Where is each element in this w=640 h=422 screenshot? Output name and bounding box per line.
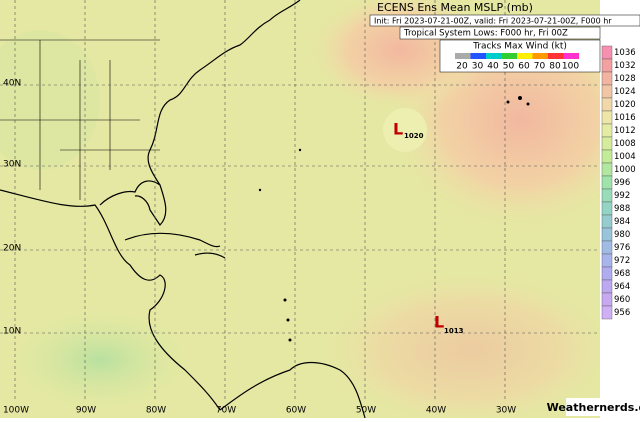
wind-swatch [486, 53, 502, 59]
colorbar-label: 1004 [614, 152, 636, 162]
pressure-low [0, 30, 100, 170]
colorbar-swatch [601, 71, 613, 86]
wind-label: 70 [534, 62, 546, 72]
colorbar-label: 1028 [614, 74, 636, 84]
colorbar-label: 1000 [614, 165, 636, 175]
wind-label: 80 [549, 62, 561, 72]
colorbar-label: 976 [614, 243, 630, 253]
colorbar-swatch [601, 84, 613, 99]
colorbar-swatch [601, 214, 613, 229]
colorbar-swatch [601, 279, 613, 294]
wind-label: 60 [518, 62, 530, 72]
colorbar-label: 956 [614, 308, 630, 318]
pressure-low [10, 310, 190, 410]
init-text: Init: Fri 2023-07-21-00Z, valid: Fri 202… [374, 17, 612, 26]
colorbar-swatch [601, 266, 613, 281]
credit-box [566, 398, 640, 416]
colorbar-swatch [601, 201, 613, 216]
colorbar-label: 1036 [614, 48, 636, 58]
wind-swatch [455, 53, 471, 59]
storm-label: 1013 [444, 327, 464, 335]
wind-swatch [470, 53, 486, 59]
lat-label: 40N [3, 79, 21, 89]
credit: Weathernerds.org [547, 401, 640, 414]
colorbar-swatch [601, 136, 613, 151]
colorbar-swatch [601, 175, 613, 190]
colorbar-label: 1012 [614, 126, 636, 136]
colorbar-label: 1020 [614, 100, 636, 110]
colorbar-label: 968 [614, 269, 630, 279]
lon-label: 90W [76, 406, 96, 416]
wind-swatch [563, 53, 579, 59]
storm-symbol: L [393, 120, 403, 139]
wind-label: 100 [562, 62, 579, 72]
lat-label: 30N [3, 160, 21, 170]
colorbar-label: 996 [614, 178, 630, 188]
lon-label: 70W [216, 406, 236, 416]
colorbar-swatch [601, 58, 613, 73]
lon-label: 40W [426, 406, 446, 416]
lows-box [399, 26, 601, 40]
colorbar-swatch [601, 292, 613, 307]
wind-swatch [501, 53, 517, 59]
wind-swatch [532, 53, 548, 59]
wind-label: 40 [487, 62, 499, 72]
lows-text: Tropical System Lows: F000 hr, Fri 00Z [403, 29, 568, 39]
colorbar-swatch [601, 240, 613, 255]
colorbar-label: 1024 [614, 87, 636, 97]
colorbar-label: 1032 [614, 61, 636, 71]
colorbar-label: 1016 [614, 113, 636, 123]
pressure-high [320, 270, 620, 422]
colorbar-label: 988 [614, 204, 630, 214]
lat-label: 20N [3, 244, 21, 254]
wind-swatch [517, 53, 533, 59]
colorbar-swatch [601, 253, 613, 268]
title: ECENS Ens Mean MSLP (mb) [377, 1, 533, 14]
colorbar-label: 960 [614, 295, 630, 305]
islands [258, 96, 530, 342]
colorbar-label: 964 [614, 282, 630, 292]
lon-label: 60W [286, 406, 306, 416]
legend-title: Tracks Max Wind (kt) [472, 42, 567, 52]
init-box [369, 14, 640, 27]
colorbar-label: 992 [614, 191, 630, 201]
colorbar-label: 1008 [614, 139, 636, 149]
wind-swatch [548, 53, 564, 59]
colorbar-label: 984 [614, 217, 630, 227]
colorbar-swatch [601, 149, 613, 164]
lat-label: 10N [3, 327, 21, 337]
borders [0, 39, 160, 200]
colorbar-swatch [601, 123, 613, 138]
storm-symbol: L [434, 313, 444, 332]
lon-label: 100W [3, 406, 29, 416]
colorbar-swatch [601, 188, 613, 203]
pressure-low [383, 108, 427, 152]
wind-label: 30 [472, 62, 484, 72]
colorbar-swatch [601, 305, 613, 320]
lon-label: 80W [146, 406, 166, 416]
colorbar-label: 980 [614, 230, 630, 240]
wind-label: 20 [456, 62, 468, 72]
colorbar-swatch [601, 110, 613, 125]
colorbar-swatch [601, 45, 613, 60]
colorbar-swatch [601, 97, 613, 112]
lon-label: 50W [356, 406, 376, 416]
colorbar-label: 972 [614, 256, 630, 266]
storm-label: 1020 [404, 132, 424, 140]
colorbar-swatch [601, 162, 613, 177]
lon-label: 30W [496, 406, 516, 416]
colorbar-swatch [601, 227, 613, 242]
wind-label: 50 [503, 62, 515, 72]
